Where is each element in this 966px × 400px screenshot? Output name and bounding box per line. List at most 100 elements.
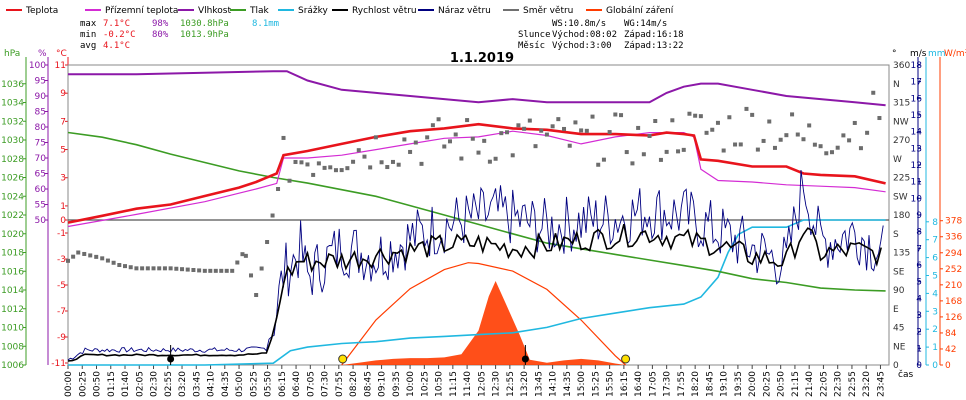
sun-label: Slunce bbox=[518, 30, 551, 40]
rain-tick-label: 5 bbox=[932, 272, 938, 282]
x-tick-label: 19:35 bbox=[734, 371, 744, 397]
series-smer-vetru-point bbox=[790, 112, 795, 117]
direction-tick-label: 225 bbox=[893, 174, 910, 184]
series-smer-vetru-point bbox=[727, 115, 732, 120]
series-smer-vetru-point bbox=[818, 144, 823, 149]
rain-tick-label: 1 bbox=[932, 343, 938, 353]
stat-min-humidity: 80% bbox=[152, 30, 169, 40]
x-tick-label: 13:45 bbox=[534, 371, 544, 397]
x-tick-label: 05:50 bbox=[264, 371, 274, 397]
series-smer-vetru-point bbox=[362, 154, 367, 159]
x-tick-label: 23:45 bbox=[876, 371, 886, 397]
direction-tick-label: 135 bbox=[893, 249, 910, 259]
wind-tick-label: 1 bbox=[916, 344, 922, 354]
unit-celsius: °C bbox=[56, 49, 67, 59]
wind-gust-max: WG:14m/s bbox=[624, 19, 667, 29]
humidity-tick-label: 60 bbox=[35, 185, 47, 195]
x-tick-label: 15:25 bbox=[591, 371, 601, 397]
series-smer-vetru-point bbox=[459, 156, 464, 161]
pressure-tick-label: 1024 bbox=[1, 192, 24, 202]
x-tick-label: 13:20 bbox=[520, 371, 530, 397]
series-smer-vetru-point bbox=[613, 112, 618, 117]
stat-min-label: min bbox=[80, 30, 96, 40]
series-smer-vetru-point bbox=[123, 264, 128, 269]
x-tick-label: 02:30 bbox=[150, 371, 160, 397]
legend-globalni-zareni: Globální záření bbox=[606, 6, 674, 16]
direction-tick-label: 270 bbox=[893, 136, 910, 146]
series-smer-vetru-point bbox=[681, 147, 686, 152]
series-smer-vetru-point bbox=[322, 165, 327, 170]
legend-teplota: Teplota bbox=[25, 6, 58, 16]
series-smer-vetru-point bbox=[128, 265, 133, 270]
stat-max-pressure: 1030.8hPa bbox=[180, 19, 229, 29]
series-smer-vetru-point bbox=[345, 166, 350, 171]
series-smer-vetru-point bbox=[82, 251, 87, 256]
series-smer-vetru-point bbox=[442, 144, 447, 149]
series-srazky bbox=[68, 219, 886, 366]
series-smer-vetru-point bbox=[824, 151, 829, 156]
pressure-tick-label: 1034 bbox=[1, 99, 24, 109]
wind-tick-label: 13 bbox=[911, 144, 922, 154]
series-smer-vetru-point bbox=[653, 119, 658, 124]
series-smer-vetru-point bbox=[795, 132, 800, 137]
legend-smer-vetru: Směr větru bbox=[523, 6, 573, 16]
radiation-tick-label: 168 bbox=[945, 297, 962, 307]
series-smer-vetru-point bbox=[230, 268, 235, 273]
rain-tick-label: 8 bbox=[932, 218, 938, 228]
series-smer-vetru-point bbox=[396, 162, 401, 167]
direction-tick-label: 180 bbox=[893, 211, 910, 221]
series-smer-vetru-point bbox=[219, 268, 224, 273]
series-smer-vetru-point bbox=[539, 128, 544, 133]
legend-naraz-vetru: Náraz větru bbox=[438, 6, 491, 16]
series-smer-vetru-point bbox=[871, 90, 876, 95]
legend-srazky: Srážky bbox=[298, 6, 329, 16]
series-smer-vetru-point bbox=[351, 159, 356, 164]
astro-block: WS:10.8m/s WG:14m/s Slunce Východ:08:02 … bbox=[518, 19, 684, 51]
series-smer-vetru-point bbox=[408, 149, 413, 154]
series-smer-vetru-point bbox=[579, 128, 584, 133]
unit-hpa: hPa bbox=[4, 49, 20, 59]
series-smer-vetru-point bbox=[636, 125, 641, 130]
series-smer-vetru-point bbox=[590, 114, 595, 119]
series-smer-vetru-point bbox=[493, 156, 498, 161]
series-smer-vetru-point bbox=[202, 268, 207, 273]
series-smer-vetru-point bbox=[436, 117, 441, 122]
series-smer-vetru-point bbox=[852, 120, 857, 125]
series-smer-vetru-point bbox=[676, 149, 681, 154]
humidity-tick-label: 80 bbox=[35, 123, 47, 133]
series-smer-vetru-point bbox=[596, 162, 601, 167]
x-tick-label: 10:50 bbox=[435, 371, 445, 397]
series-vlhkost bbox=[68, 70, 886, 107]
series-smer-vetru-point bbox=[66, 258, 70, 263]
direction-tick-label: 315 bbox=[893, 99, 910, 109]
radiation-tick-label: 210 bbox=[945, 281, 962, 291]
series-smer-vetru-point bbox=[476, 150, 481, 155]
pressure-tick-label: 1016 bbox=[1, 267, 24, 277]
x-tick-label: 02:55 bbox=[164, 371, 174, 397]
x-tick-label: 17:55 bbox=[677, 371, 687, 397]
direction-tick-label: W bbox=[893, 155, 902, 165]
x-tick-label: 14:35 bbox=[563, 371, 573, 397]
series-rychlost-vetru bbox=[67, 224, 882, 362]
x-tick-label: 03:45 bbox=[192, 371, 202, 397]
pressure-tick-label: 1022 bbox=[1, 211, 24, 221]
wind-tick-label: 0 bbox=[916, 361, 922, 371]
series-smer-vetru-point bbox=[647, 133, 652, 138]
series-smer-vetru-point bbox=[505, 130, 510, 135]
series-smer-vetru-point bbox=[858, 146, 863, 151]
direction-tick-label: E bbox=[893, 305, 899, 315]
series-smer-vetru-point bbox=[693, 113, 698, 118]
humidity-tick-label: 95 bbox=[35, 77, 46, 87]
series-smer-vetru-point bbox=[550, 124, 555, 129]
chart-title: 1.1.2019 bbox=[450, 51, 514, 66]
temp-upper-tick-label: 11 bbox=[55, 61, 66, 71]
x-tick-label: 04:35 bbox=[221, 371, 231, 397]
unit-time: čas bbox=[898, 369, 913, 380]
direction-tick-label: S bbox=[893, 230, 899, 240]
series-naraz-vetru bbox=[67, 169, 884, 361]
moonset-time: Západ:13:22 bbox=[624, 41, 684, 51]
stat-max-label: max bbox=[80, 19, 97, 29]
series-smer-vetru-point bbox=[224, 268, 229, 273]
x-tick-label: 08:20 bbox=[349, 371, 359, 397]
